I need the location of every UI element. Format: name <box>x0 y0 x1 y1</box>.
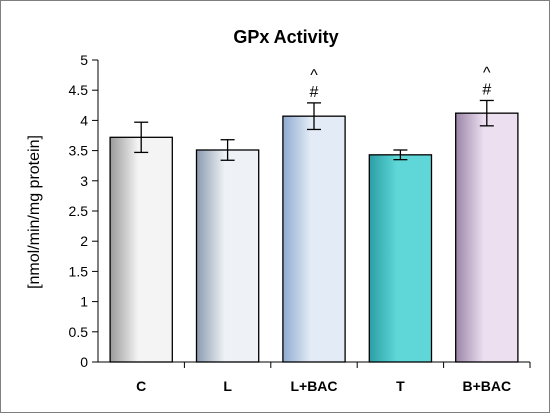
y-tick-label: 0 <box>80 354 88 370</box>
error-bars <box>134 99 494 161</box>
bar-t <box>368 154 433 363</box>
y-axis-label: [nmol/min/mg protein] <box>26 135 43 289</box>
significance-mark: ^ <box>310 67 318 84</box>
significance-mark: ^ <box>483 64 491 81</box>
significance-annotations: ^#^# <box>310 64 492 100</box>
x-tick-label: L <box>223 378 232 394</box>
y-tick-label: 0.5 <box>69 324 89 340</box>
bar-l-bac <box>282 115 346 363</box>
bar-l <box>195 149 260 363</box>
y-tick-label: 2.5 <box>69 203 89 219</box>
bar-b-bac <box>455 112 519 363</box>
axes <box>92 59 531 368</box>
significance-mark: # <box>310 84 319 101</box>
x-tick-label: C <box>136 378 146 394</box>
y-tick-label: 4.5 <box>69 82 89 98</box>
significance-mark: # <box>482 81 491 98</box>
x-tick-label: B+BAC <box>462 378 511 394</box>
y-tick-label: 3.5 <box>69 143 89 159</box>
chart-title: GPx Activity <box>233 27 338 47</box>
y-tick-label: 1 <box>80 294 88 310</box>
y-axis-ticks: 0 0.5 1 1.5 2 2.5 3 3.5 4 4.5 5 <box>69 52 89 370</box>
x-tick-label: L+BAC <box>290 378 337 394</box>
y-tick-label: 5 <box>80 52 88 68</box>
x-axis-ticks: C L L+BAC T B+BAC <box>136 378 511 394</box>
y-tick-label: 1.5 <box>69 263 89 279</box>
y-tick-label: 2 <box>80 233 88 249</box>
y-tick-label: 4 <box>80 112 88 128</box>
bar-c <box>109 136 173 363</box>
y-tick-label: 3 <box>80 173 88 189</box>
bars <box>109 112 519 363</box>
x-tick-label: T <box>396 378 405 394</box>
